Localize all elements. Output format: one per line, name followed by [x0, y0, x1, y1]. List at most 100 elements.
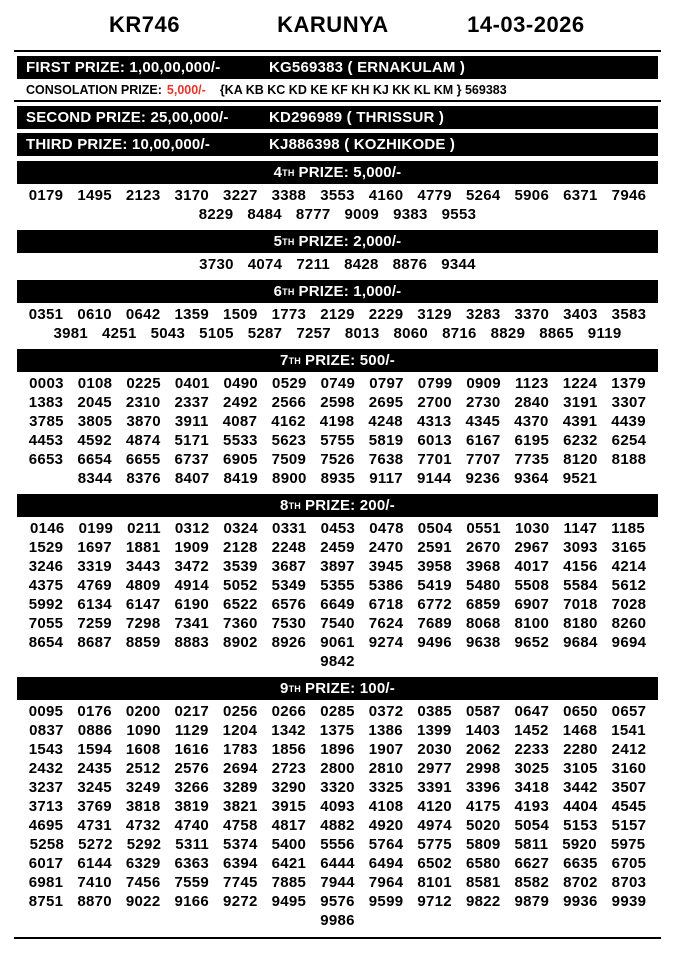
- number-row: 4375 4769 4809 4914 5052 5349 5355 5386 5419 5480…: [0, 576, 675, 595]
- prize-number: 4914: [174, 577, 210, 594]
- prize-number: 9638: [465, 634, 501, 651]
- prize-number: 3388: [271, 187, 307, 204]
- prize-number: 5623: [271, 432, 307, 449]
- prize-number: 5043: [150, 325, 186, 342]
- prize-number: 5811: [514, 836, 549, 853]
- prize-number: 2998: [465, 760, 501, 777]
- prize-number: 0642: [125, 306, 161, 323]
- prize-number: 3307: [611, 394, 647, 411]
- number-row: 0837 0886 1090 1129 1204 1342 1375 1386 1399 1403…: [0, 721, 675, 740]
- prize-number: 3249: [125, 779, 161, 796]
- number-row: 3730 4074 7211 8428 8876 9344: [0, 255, 675, 274]
- prize-number: 1608: [125, 741, 161, 758]
- number-row: 1529 1697 1881 1909 2128 2248 2459 2470 2591 2670…: [0, 538, 675, 557]
- prize-number: 2810: [368, 760, 404, 777]
- prize-number: 7211: [296, 256, 331, 273]
- prize-number: 3553: [320, 187, 355, 204]
- prize-number: 6144: [77, 855, 112, 872]
- prize-number: 8484: [247, 206, 282, 223]
- prize-number: 9236: [465, 470, 501, 487]
- number-row: 9842: [0, 652, 675, 671]
- prize-number: 8687: [77, 634, 112, 651]
- prize-number: 1909: [174, 539, 210, 556]
- prize-number: 0331: [272, 520, 307, 537]
- tier-title: PRIZE: 1,000/-: [298, 283, 402, 300]
- prize-number: 5419: [417, 577, 452, 594]
- prize-number: 3958: [417, 558, 452, 575]
- prize-number: 0401: [174, 375, 210, 392]
- prize-number: 0108: [77, 375, 113, 392]
- prize-number: 7526: [320, 451, 355, 468]
- prize-number: 2576: [174, 760, 210, 777]
- tier-numbers: 0146 0199 0211 0312 0324 0331 0453 0478 0504 0551…: [0, 517, 675, 672]
- prize-number: 8582: [514, 874, 550, 891]
- prize-number: 7638: [368, 451, 404, 468]
- prize-number: 2967: [514, 539, 550, 556]
- prize-number: 9936: [563, 893, 598, 910]
- tier-numbers: 0179 1495 2123 3170 3227 3388 3553 4160 4779 5264…: [0, 184, 675, 225]
- prize-number: 5508: [514, 577, 550, 594]
- prize-number: 2800: [320, 760, 355, 777]
- prize-number: 0490: [223, 375, 259, 392]
- prize-number: 6195: [514, 432, 550, 449]
- prize-number: 7456: [125, 874, 161, 891]
- prize-number: 9117: [369, 470, 403, 487]
- number-row: 8229 8484 8777 9009 9383 9553: [0, 205, 675, 224]
- prize-tier-section: 7 TH PRIZE: 500/- 0003 0108 0225 0401 0490 0529…: [0, 349, 675, 489]
- prize-number: 0266: [271, 703, 307, 720]
- prize-number: 2591: [417, 539, 452, 556]
- prize-number: 2280: [563, 741, 598, 758]
- prize-number: 7509: [271, 451, 307, 468]
- prize-number: 6394: [223, 855, 258, 872]
- prize-number: 8120: [563, 451, 598, 468]
- prize-number: 5020: [465, 817, 501, 834]
- prize-number: 8926: [271, 634, 307, 651]
- draw-code: KR746: [109, 12, 180, 37]
- prize-number: 5920: [562, 836, 597, 853]
- number-row: 3981 4251 5043 5105 5287 7257 8013 8060 8716 8829…: [0, 324, 675, 343]
- prize-number: 8180: [563, 615, 598, 632]
- prize-number: 0453: [320, 520, 356, 537]
- prize-number: 5157: [611, 817, 647, 834]
- prize-number: 4391: [562, 413, 598, 430]
- prize-number: 9061: [320, 634, 355, 651]
- prize-number: 3191: [563, 394, 598, 411]
- tier-ordinal: 7: [280, 352, 289, 369]
- tier-numbers: 3730 4074 7211 8428 8876 9344: [0, 253, 675, 275]
- prize-number: 0225: [126, 375, 161, 392]
- prize-number: 4732: [125, 817, 161, 834]
- prize-number: 8229: [198, 206, 234, 223]
- prize-number: 6371: [563, 187, 598, 204]
- prize-number: 2492: [223, 394, 258, 411]
- prize-number: 0211: [127, 520, 161, 537]
- number-row: 5992 6134 6147 6190 6522 6576 6649 6718 6772 6859…: [0, 595, 675, 614]
- prize-number: 7298: [125, 615, 161, 632]
- prize-number: 2062: [465, 741, 501, 758]
- prize-number: 5287: [247, 325, 283, 342]
- tier-numbers: 0003 0108 0225 0401 0490 0529 0749 0797 0799 0909…: [0, 372, 675, 489]
- prize-number: 7410: [77, 874, 112, 891]
- prize-number: 4779: [417, 187, 452, 204]
- prize-number: 3093: [563, 539, 598, 556]
- prize-number: 0587: [465, 703, 501, 720]
- tier-title: PRIZE: 200/-: [305, 497, 395, 514]
- prize-number: 6017: [28, 855, 64, 872]
- prize-number: 2977: [417, 760, 452, 777]
- prize-number: 6653: [28, 451, 64, 468]
- prize-number: 3289: [223, 779, 258, 796]
- prize-number: 2310: [125, 394, 161, 411]
- prize-number: 5292: [126, 836, 162, 853]
- prize-number: 7735: [514, 451, 550, 468]
- prize-number: 3418: [514, 779, 550, 796]
- prize-number: 6907: [514, 596, 550, 613]
- prize-number: 3237: [28, 779, 64, 796]
- prize-number: 4193: [514, 798, 550, 815]
- prize-number: 9576: [320, 893, 355, 910]
- prize-number: 2470: [368, 539, 404, 556]
- prize-number: 8829: [490, 325, 526, 342]
- prize-number: 7559: [174, 874, 210, 891]
- prize-number: 8883: [174, 634, 210, 651]
- tier-ordinal: 4: [273, 164, 283, 181]
- prize-number: 8068: [465, 615, 501, 632]
